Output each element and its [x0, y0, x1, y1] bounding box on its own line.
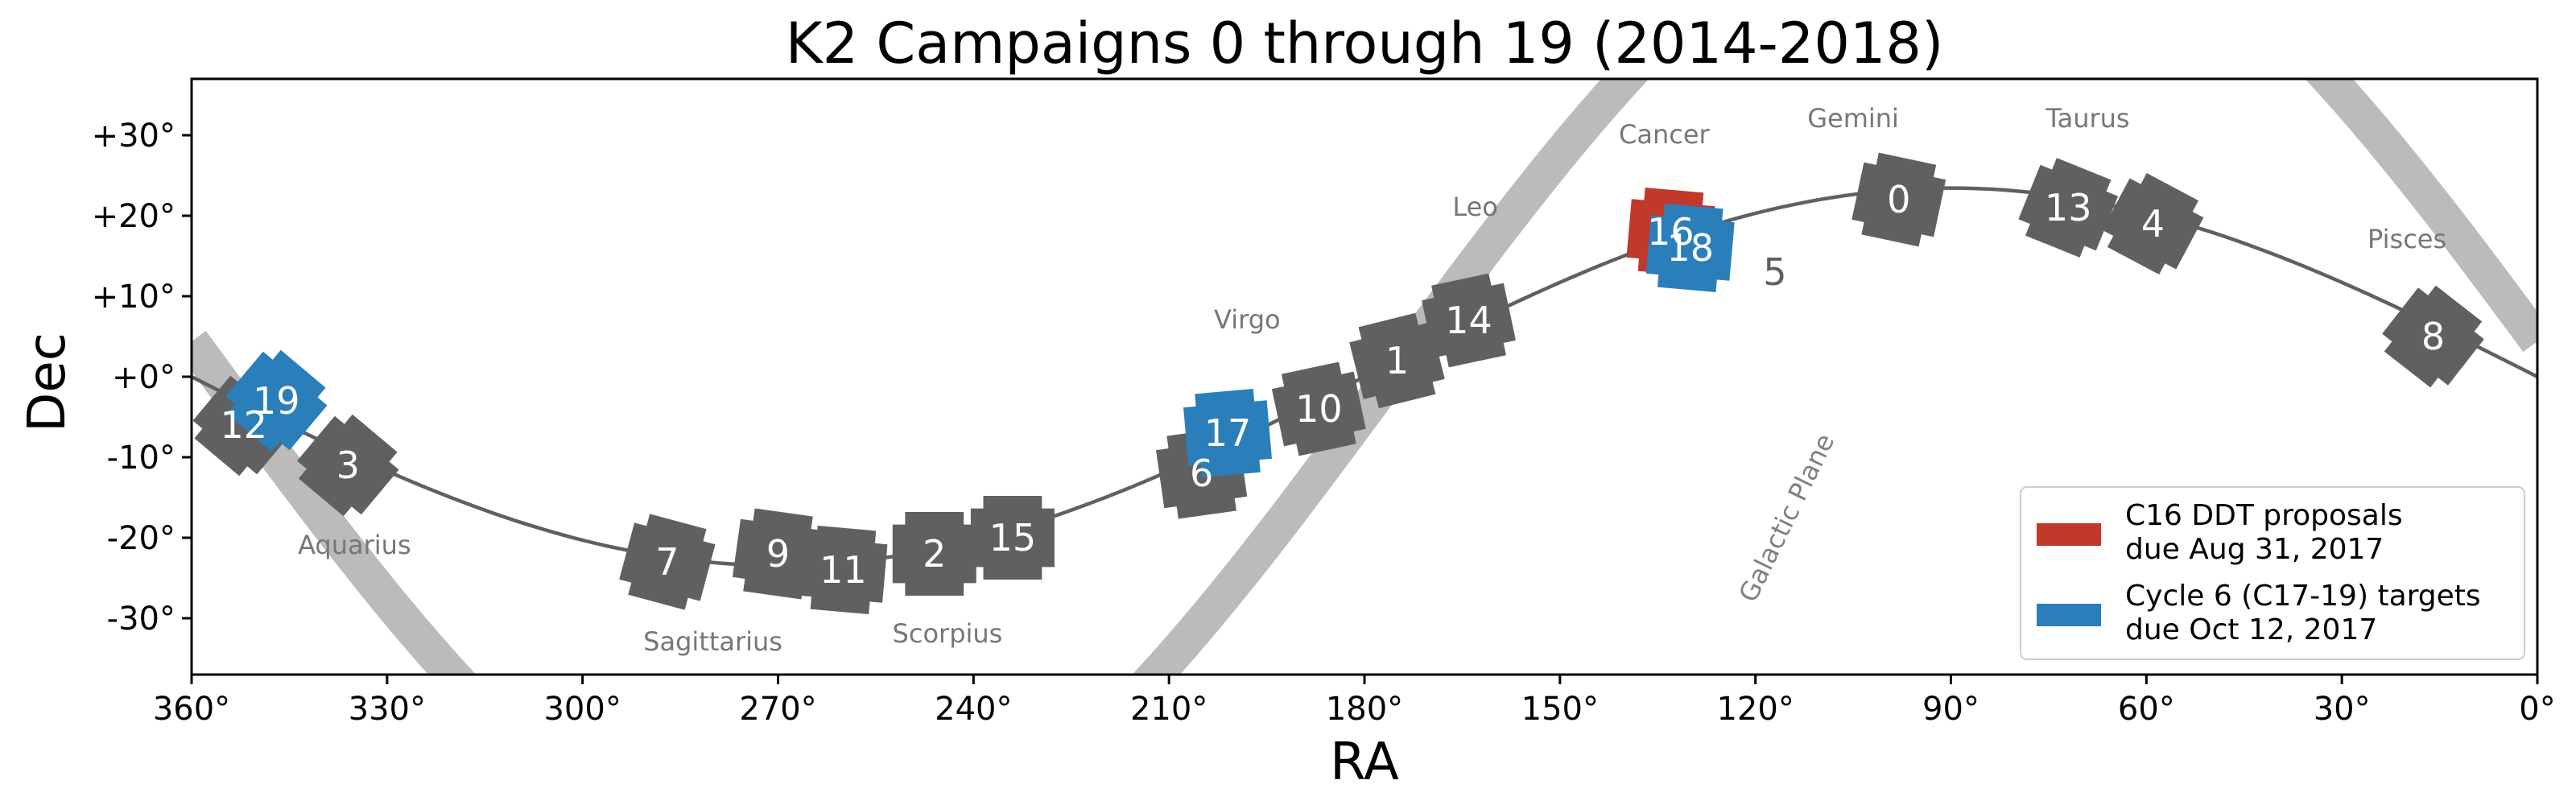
campaign-field-2 [892, 512, 976, 596]
x-tick-label: 150° [1521, 691, 1599, 728]
constellation-label-virgo: Virgo [1214, 304, 1281, 335]
legend-entry-text: Cycle 6 (C17-19) targets [2125, 580, 2481, 613]
campaign-label-10: 10 [1295, 387, 1343, 431]
campaign-field-shape [225, 349, 328, 452]
y-tick-label: +20° [92, 198, 175, 235]
x-tick-label: 90° [1922, 691, 1979, 728]
legend-swatch [2037, 604, 2101, 626]
constellation-label-sagittarius: Sagittarius [643, 626, 782, 657]
plot-area: Galactic Plane 12 3 7 9 11 2 15 6 10 1 14 0 13 4 8 16 17 1… [92, 77, 2556, 728]
x-tick-label: 240° [935, 691, 1012, 728]
campaign-label-0: 0 [1887, 178, 1910, 221]
campaign-field-shape [1422, 273, 1516, 368]
campaign-label-1: 1 [1385, 339, 1409, 382]
campaign-field-shape [1645, 204, 1735, 292]
constellation-label-pisces: Pisces [2368, 224, 2446, 254]
campaign-field-4 [2102, 172, 2204, 275]
campaign-field-shape [1852, 152, 1946, 247]
x-tick-label: 360° [153, 691, 230, 728]
x-tick-label: 60° [2118, 691, 2175, 728]
constellation-label-aquarius: Aquarius [298, 530, 411, 560]
campaign-label-4: 4 [2141, 202, 2165, 246]
campaign-label-2: 2 [923, 532, 946, 576]
campaign-field-7 [619, 514, 716, 610]
campaign-field-3 [297, 414, 399, 517]
y-tick-label: +30° [92, 118, 175, 155]
campaign-field-1 [1349, 312, 1445, 409]
legend-entry-text: due Aug 31, 2017 [2125, 533, 2384, 566]
campaign-field-8 [2382, 285, 2484, 388]
campaign-field-shape [1271, 361, 1366, 456]
campaign-field-shape [1349, 312, 1445, 409]
campaign-label-16: 16 [1647, 210, 1695, 254]
x-tick-label: 210° [1130, 691, 1208, 728]
constellation-label-scorpius: Scorpius [893, 618, 1003, 649]
campaign-field-shape [799, 526, 888, 614]
campaign-field-14 [1422, 273, 1516, 368]
campaign-label-8: 8 [2421, 315, 2445, 358]
campaign-label-7: 7 [655, 540, 679, 584]
constellation-label-cancer: Cancer [1619, 119, 1711, 150]
x-tick-label: 0° [2519, 691, 2555, 728]
y-tick-label: -30° [107, 601, 175, 638]
constellation-label-gemini: Gemini [1807, 103, 1899, 134]
legend-swatch [2037, 523, 2101, 546]
campaign-field-shape [892, 512, 976, 596]
y-tick-label: +10° [92, 279, 175, 316]
campaign-label-14: 14 [1445, 299, 1492, 342]
campaign-field-shape [297, 414, 399, 517]
campaign-label-6: 6 [1190, 452, 1213, 495]
campaign-field-0 [1852, 152, 1946, 247]
x-tick-label: 330° [349, 691, 426, 728]
campaign-label-15: 15 [989, 516, 1037, 559]
campaign-label-12: 12 [220, 403, 267, 447]
x-tick-label: 30° [2314, 691, 2371, 728]
galactic-plane-band [192, 79, 2537, 675]
x-tick-label: 270° [739, 691, 816, 728]
campaign-label-5: 5 [1763, 250, 1786, 294]
constellation-label-leo: Leo [1452, 192, 1498, 222]
constellation-label-taurus: Taurus [2045, 103, 2129, 134]
campaign-label-13: 13 [2045, 186, 2092, 229]
x-tick-label: 120° [1716, 691, 1794, 728]
x-tick-label: 300° [543, 691, 621, 728]
campaign-field-11 [799, 526, 888, 614]
legend-frame [2020, 486, 2525, 660]
campaign-field-shape [2382, 285, 2484, 388]
campaign-field-shape [1183, 389, 1272, 477]
campaign-field-shape [619, 514, 716, 610]
x-axis-label: RA [1330, 733, 1399, 792]
campaign-field-shape [970, 496, 1055, 580]
campaign-label-9: 9 [766, 532, 790, 576]
campaign-field-18 [1645, 204, 1735, 292]
campaign-label-3: 3 [336, 444, 360, 487]
galactic-plane-label: Galactic Plane [1732, 429, 1840, 607]
y-axis-label: Dec [18, 332, 77, 432]
chart-title: K2 Campaigns 0 through 19 (2014-2018) [786, 10, 1944, 76]
y-tick-label: -20° [107, 520, 175, 557]
campaign-field-shape [2018, 158, 2119, 258]
x-tick-label: 180° [1326, 691, 1403, 728]
legend-entry-text: due Oct 12, 2017 [2125, 613, 2377, 646]
campaign-label-17: 17 [1204, 411, 1252, 455]
campaign-label-11: 11 [819, 548, 867, 592]
campaign-field-10 [1271, 361, 1366, 456]
campaign-field-19 [225, 349, 328, 452]
plot-content: Galactic Plane 12 3 7 9 11 2 15 6 10 1 14 0 13 4 8 16 17 1… [192, 79, 2537, 675]
campaign-field-15 [970, 496, 1055, 580]
campaign-label-19: 19 [253, 379, 300, 423]
campaign-field-17 [1183, 389, 1272, 477]
campaign-field-shape [2102, 172, 2204, 275]
y-tick-label: +0° [112, 359, 175, 396]
campaign-label-18: 18 [1666, 226, 1714, 270]
y-tick-label: -10° [107, 440, 175, 477]
campaign-field-13 [2018, 158, 2119, 258]
legend-entry-text: C16 DDT proposals [2125, 499, 2403, 532]
